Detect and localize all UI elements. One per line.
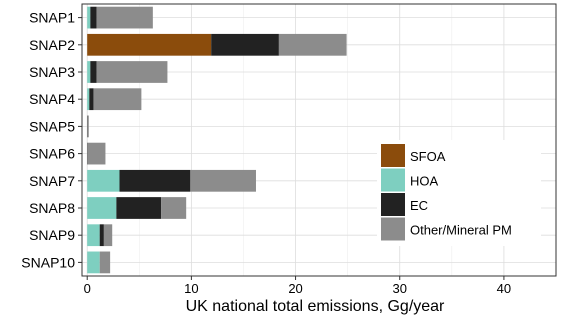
bar-snap9-hoa (87, 224, 100, 247)
y-tick-label: SNAP1 (29, 10, 75, 26)
x-tick-label: 30 (393, 281, 407, 296)
bar-snap4-other-mineral-pm (93, 88, 142, 111)
bar-snap3-hoa (87, 61, 91, 83)
bar-snap1-other-mineral-pm (96, 6, 153, 29)
bar-snap8-ec (116, 197, 162, 219)
x-tick-label: 10 (184, 281, 198, 296)
y-tick-label: SNAP6 (29, 146, 75, 162)
x-tick-label: 20 (288, 281, 302, 296)
y-tick-label: SNAP3 (29, 64, 75, 80)
plot-frame (81, 3, 557, 277)
bar-snap10-other-mineral-pm (99, 251, 111, 274)
y-tick-label: SNAP2 (29, 37, 75, 53)
bar-snap8-other-mineral-pm (161, 197, 187, 219)
bar-snap2-sfoa (87, 33, 212, 56)
legend-label: EC (410, 198, 428, 213)
y-tick-label: SNAP4 (29, 91, 75, 107)
bar-snap7-ec (119, 169, 191, 192)
bar-snap5-ec (87, 115, 88, 138)
legend-key-other-mineral-pm (381, 217, 405, 241)
x-axis-title: UK national total emissions, Gg/year (186, 298, 445, 315)
y-tick-label: SNAP8 (29, 200, 75, 216)
bar-snap6-ec (87, 142, 88, 165)
y-tick-label: SNAP7 (29, 173, 75, 189)
bar-snap1-hoa (87, 6, 91, 29)
y-tick-label: SNAP9 (29, 227, 75, 243)
bar-snap7-other-mineral-pm (190, 169, 256, 192)
bar-snap9-other-mineral-pm (103, 224, 113, 247)
bar-snap4-hoa (87, 88, 90, 111)
bar-snap2-ec (211, 33, 279, 56)
bar-snap2-other-mineral-pm (278, 33, 347, 56)
bar-snap7-hoa (87, 169, 120, 192)
y-tick-label: SNAP10 (21, 254, 75, 270)
bar-snap5-other-mineral-pm (87, 115, 89, 138)
legend-label: HOA (410, 174, 439, 189)
x-tick-label: 40 (497, 281, 511, 296)
y-tick-label: SNAP5 (29, 118, 75, 134)
bar-snap3-other-mineral-pm (96, 61, 168, 83)
bar-snap10-hoa (87, 251, 100, 274)
bar-snap9-ec (99, 224, 104, 247)
legend-key-ec (381, 193, 405, 216)
legend-label: Other/Mineral PM (410, 223, 512, 238)
bar-snap3-ec (90, 61, 97, 83)
bar-snap1-ec (90, 6, 97, 29)
bar-snap6-other-mineral-pm (87, 142, 106, 165)
x-tick-label: 0 (84, 281, 91, 296)
legend-key-hoa (381, 168, 405, 192)
legend-key-sfoa (381, 144, 405, 167)
bars (87, 6, 347, 274)
bar-snap8-hoa (87, 197, 117, 219)
y-axis: SNAP1 SNAP2 SNAP3 SNAP4 SNAP5 SNAP6 SNAP7 SNAP8… (21, 10, 82, 270)
legend-label: SFOA (410, 149, 446, 164)
x-axis: 0 10 20 30 40 (84, 276, 511, 296)
bar-snap4-ec (89, 88, 94, 111)
legend: SFOA HOA EC Other/Mineral PM (377, 140, 541, 246)
